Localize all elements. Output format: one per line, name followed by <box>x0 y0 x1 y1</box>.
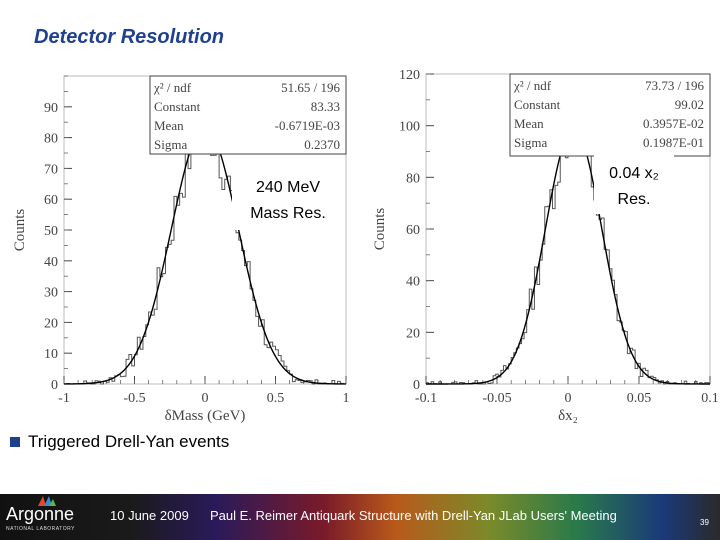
stats-box <box>149 75 347 155</box>
annotation-box <box>232 168 344 230</box>
stats-value: -0.6719E-03 <box>275 118 340 133</box>
stats-value: 73.73 / 196 <box>645 78 704 93</box>
annotation-text: Mass Res. <box>250 205 326 222</box>
stats-label: Mean <box>514 116 544 131</box>
x-tick-label: -0.1 <box>415 391 437 406</box>
annotation-text: Res. <box>618 191 651 208</box>
stats-label: χ² / ndf <box>513 78 552 93</box>
y-tick-label: 60 <box>406 223 420 238</box>
y-tick-label: 80 <box>406 171 420 186</box>
y-tick-label: 30 <box>44 286 58 301</box>
x-tick-label: 0.1 <box>701 391 719 406</box>
y-tick-label: 40 <box>406 275 420 290</box>
stats-value: 0.1987E-01 <box>643 135 704 150</box>
stats-label: Mean <box>154 118 184 133</box>
slide-title: Detector Resolution <box>34 26 225 48</box>
stats-value: 0.2370 <box>304 137 340 152</box>
gaussian-fit-curve <box>63 126 347 385</box>
y-tick-label: 40 <box>44 255 58 270</box>
x-tick-label: 0.05 <box>627 391 652 406</box>
x-tick-label: 0.5 <box>267 391 285 406</box>
x-axis-label: δx₂ <box>558 408 578 424</box>
footer-date: 10 June 2009 <box>110 508 189 523</box>
y-tick-label: 100 <box>399 120 420 135</box>
y-tick-label: 20 <box>406 326 420 341</box>
y-tick-label: 20 <box>44 316 58 331</box>
argonne-logo-icon <box>38 496 56 506</box>
y-tick-label: 0 <box>413 378 420 393</box>
y-tick-label: 60 <box>44 193 58 208</box>
stats-value: 0.3957E-02 <box>643 116 704 131</box>
y-axis-label: Counts <box>12 209 28 252</box>
annotation-text: 0.04 x₂ <box>609 165 659 182</box>
stats-value: 83.33 <box>311 99 340 114</box>
stats-label: Constant <box>154 99 201 114</box>
x-tick-label: 0 <box>565 391 572 406</box>
x-tick-label: -0.5 <box>123 391 145 406</box>
x-axis-label: δMass (GeV) <box>165 408 246 424</box>
annotation-text: 240 MeV <box>256 179 320 196</box>
y-tick-label: 70 <box>44 162 58 177</box>
y-tick-label: 0 <box>51 378 58 393</box>
y-tick-label: 120 <box>399 68 420 83</box>
stats-value: 99.02 <box>675 97 704 112</box>
bullet-item: Triggered Drell-Yan events <box>10 432 229 452</box>
x-tick-label: -0.05 <box>482 391 511 406</box>
y-tick-label: 80 <box>44 132 58 147</box>
stats-label: Sigma <box>514 135 547 150</box>
y-tick-label: 10 <box>44 347 58 362</box>
chart-mass-resolution: 0 10 20 30 40 50 60 70 80 90 -1 -0.5 0 0.5 1 δMass (GeV… <box>12 75 350 424</box>
stats-value: 51.65 / 196 <box>281 80 340 95</box>
footer-logo-sub: NATIONAL LABORATORY <box>6 526 75 532</box>
x-tick-label: 0 <box>202 391 209 406</box>
stats-label: Constant <box>514 97 561 112</box>
x-tick-label: 1 <box>343 391 350 406</box>
footer-text: Paul E. Reimer Antiquark Structure with … <box>210 508 617 523</box>
bullet-square-icon <box>10 437 20 447</box>
bullet-text: Triggered Drell-Yan events <box>28 432 230 451</box>
annotation-box <box>594 154 674 214</box>
stats-label: χ² / ndf <box>153 80 192 95</box>
stats-label: Sigma <box>154 137 187 152</box>
chart-x2-resolution: 0 20 40 60 80 100 120 -0.1 -0.05 0 0.05 0.1 δx₂ Count… <box>372 68 719 424</box>
y-tick-label: 50 <box>44 224 58 239</box>
x-tick-label: -1 <box>58 391 70 406</box>
page-number: 39 <box>700 518 709 527</box>
y-axis-label: Counts <box>372 208 388 251</box>
footer-logo: Argonne <box>6 504 75 524</box>
y-tick-label: 90 <box>44 101 58 116</box>
footer-bar: Argonne NATIONAL LABORATORY 10 June 2009… <box>0 494 720 540</box>
stats-box <box>509 73 711 157</box>
